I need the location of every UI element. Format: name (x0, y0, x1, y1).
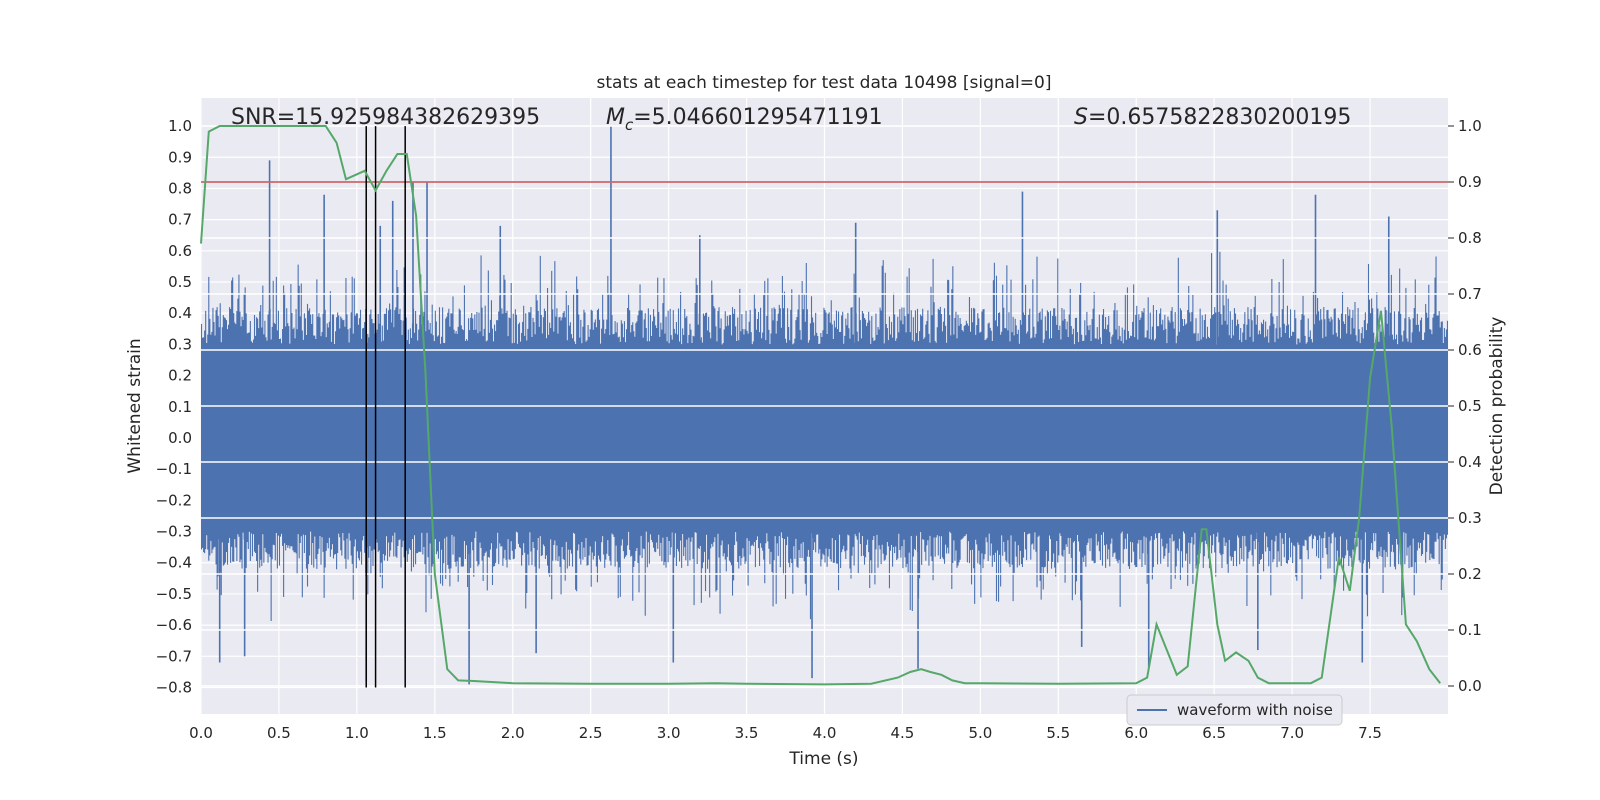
left-y-axis-label: Whitened strain (125, 338, 145, 473)
legend: waveform with noise (1126, 694, 1343, 726)
right-y-axis-label: Detection probability (1487, 317, 1507, 496)
x-tick-label: 5.0 (968, 724, 992, 742)
chart-title: stats at each timestep for test data 104… (597, 73, 1052, 93)
right-y-tick-label: 0.4 (1458, 453, 1482, 471)
x-tick-label: 1.5 (423, 724, 447, 742)
left-y-tick-label: 0.4 (168, 304, 192, 322)
vertical-markers (365, 126, 406, 688)
left-y-tick-label: −0.4 (156, 554, 192, 572)
left-y-tick-label: 0.9 (168, 148, 192, 166)
right-y-tick-label: 0.7 (1458, 285, 1482, 303)
x-tick-label: 1.0 (345, 724, 369, 742)
right-y-tick-label: 0.2 (1458, 565, 1482, 583)
left-y-tick-label: 0.1 (168, 398, 192, 416)
x-tick-label: 6.5 (1202, 724, 1226, 742)
right-y-tick-label: 1.0 (1458, 117, 1482, 135)
chirp-mass-value: =5.046601295471191 (633, 105, 882, 130)
left-y-tick-label: 0.7 (168, 211, 192, 229)
chirp-mass-symbol: M (606, 105, 625, 130)
x-tick-label: 0.5 (267, 724, 291, 742)
x-tick-label: 7.0 (1280, 724, 1304, 742)
chirp-mass-annotation: Mc=5.046601295471191 (606, 105, 883, 134)
right-y-tick-label: 0.9 (1458, 173, 1482, 191)
right-y-tick-label: 0.3 (1458, 509, 1482, 527)
waveform-noise (200, 251, 1449, 621)
x-tick-label: 3.5 (735, 724, 759, 742)
right-y-tick-label: 0.5 (1458, 397, 1482, 415)
left-y-tick-label: −0.7 (156, 647, 192, 665)
x-axis-label: Time (s) (788, 749, 858, 769)
right-y-axis-ticks: 1.0 0.9 0.8 0.7 0.6 0.5 0.4 0.3 0.2 0.1 0.0 (1448, 117, 1482, 695)
x-tick-label: 0.0 (189, 724, 213, 742)
x-tick-label: 6.0 (1124, 724, 1148, 742)
left-y-tick-label: 1.0 (168, 117, 192, 135)
snr-annotation: SNR=15.925984382629395 (231, 105, 540, 130)
x-tick-label: 5.5 (1046, 724, 1070, 742)
x-axis-ticks: 0.0 0.5 1.0 1.5 2.0 2.5 3.0 3.5 4.0 4.5 5.0 5.5 6.0 6… (189, 724, 1382, 742)
left-y-tick-label: 0.0 (168, 429, 192, 447)
left-y-tick-label: 0.8 (168, 179, 192, 197)
left-y-tick-label: −0.8 (156, 678, 192, 696)
x-tick-label: 7.5 (1358, 724, 1382, 742)
right-y-tick-label: 0.1 (1458, 621, 1482, 639)
s-annotation: S=0.6575822830200195 (1074, 105, 1351, 130)
probability-series-line (200, 125, 1441, 686)
x-tick-label: 3.0 (657, 724, 681, 742)
left-y-tick-label: −0.1 (156, 460, 192, 478)
chirp-mass-subscript: c (625, 116, 634, 134)
s-symbol: S (1074, 105, 1088, 130)
left-y-axis-ticks: 1.0 0.9 0.8 0.7 0.6 0.5 0.4 0.3 0.2 0.1 0.0 −0.1 −0.… (156, 117, 192, 696)
legend-box (1126, 694, 1343, 726)
x-tick-label: 2.5 (579, 724, 603, 742)
right-y-tick-label: 0.6 (1458, 341, 1482, 359)
right-y-tick-label: 0.8 (1458, 229, 1482, 247)
left-y-tick-label: 0.5 (168, 273, 192, 291)
left-y-tick-label: 0.6 (168, 242, 192, 260)
x-tick-label: 4.5 (891, 724, 915, 742)
left-y-tick-label: −0.5 (156, 585, 192, 603)
x-tick-label: 2.0 (501, 724, 525, 742)
left-y-tick-label: −0.3 (156, 523, 192, 541)
left-y-tick-label: −0.6 (156, 616, 192, 634)
right-y-tick-label: 0.0 (1458, 677, 1482, 695)
s-value: =0.6575822830200195 (1088, 105, 1351, 130)
x-tick-label: 4.0 (813, 724, 837, 742)
left-y-tick-label: −0.2 (156, 491, 192, 509)
left-y-tick-label: 0.2 (168, 367, 192, 385)
legend-label: waveform with noise (1177, 701, 1333, 719)
left-y-tick-label: 0.3 (168, 335, 192, 353)
